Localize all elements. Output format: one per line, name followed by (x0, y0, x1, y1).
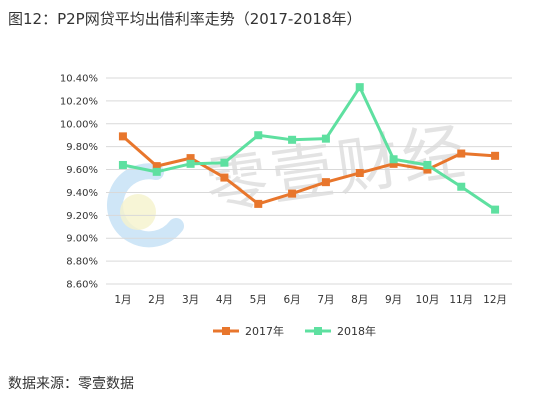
x-tick-label: 7月 (317, 294, 334, 306)
watermark: 零壹财经 (107, 114, 473, 248)
y-tick-label: 8.80% (66, 257, 98, 268)
data-point (288, 189, 297, 198)
y-tick-label: 9.40% (66, 188, 98, 199)
legend: 2017年 2018年 (213, 324, 376, 338)
figure-title: 图12：P2P网贷平均出借利率走势（2017-2018年） (8, 10, 362, 28)
x-axis: 1月 2月 3月 4月 5月 6月 7月 8月 9月 10月 11月 12月 (114, 294, 507, 306)
data-point (355, 168, 364, 177)
x-tick-label: 3月 (182, 294, 199, 306)
x-tick-label: 6月 (283, 294, 300, 306)
data-point (355, 83, 364, 92)
data-point (389, 159, 398, 168)
watermark-logo-yellow (120, 194, 156, 230)
data-point (423, 165, 432, 174)
data-point (321, 178, 330, 187)
y-tick-label: 8.60% (66, 280, 98, 291)
y-tick-label: 9.00% (66, 234, 98, 245)
data-point (254, 131, 263, 140)
data-point (321, 134, 330, 143)
y-axis: 8.60% 8.80% 9.00% 9.20% 9.40% 9.60% 9.80% 10.00… (60, 74, 98, 291)
x-tick-label: 11月 (449, 294, 473, 306)
data-point (186, 154, 195, 163)
legend-swatch-marker (314, 327, 322, 335)
x-tick-label: 9月 (385, 294, 402, 306)
gridlines (106, 77, 512, 285)
data-point (288, 135, 297, 144)
data-point (389, 155, 398, 164)
x-tick-label: 10月 (415, 294, 439, 306)
data-point (152, 167, 161, 176)
data-point (186, 159, 195, 168)
y-tick-label: 9.80% (66, 142, 98, 153)
data-point (220, 158, 229, 167)
data-point (152, 162, 161, 171)
y-tick-label: 10.00% (60, 119, 98, 130)
y-tick-label: 10.40% (60, 74, 98, 85)
source-note: 数据来源：零壹数据 (8, 376, 134, 392)
y-tick-label: 10.20% (60, 96, 98, 107)
x-tick-label: 2月 (148, 294, 165, 306)
data-point (220, 173, 229, 182)
data-point (254, 199, 263, 208)
data-point (457, 149, 466, 158)
x-tick-label: 1月 (114, 294, 131, 306)
y-tick-label: 9.20% (66, 211, 98, 222)
data-point (423, 160, 432, 169)
legend-swatch-marker (222, 327, 230, 335)
watermark-logo-blue (107, 163, 184, 248)
data-point (457, 182, 466, 191)
y-tick-label: 9.60% (66, 165, 98, 176)
series-2 (118, 83, 500, 214)
x-tick-label: 12月 (483, 294, 507, 306)
x-tick-label: 8月 (351, 294, 368, 306)
data-point (491, 205, 500, 214)
x-tick-label: 4月 (216, 294, 233, 306)
series-layer (118, 83, 500, 214)
legend-label: 2017年 (245, 324, 284, 338)
data-point (118, 160, 127, 169)
legend-label: 2018年 (337, 324, 376, 338)
data-point (118, 132, 127, 141)
series-line (122, 85, 496, 211)
legend-item-2: 2018年 (305, 324, 376, 338)
x-tick-label: 5月 (250, 294, 267, 306)
data-point (491, 151, 500, 160)
legend-item-1: 2017年 (213, 324, 284, 338)
